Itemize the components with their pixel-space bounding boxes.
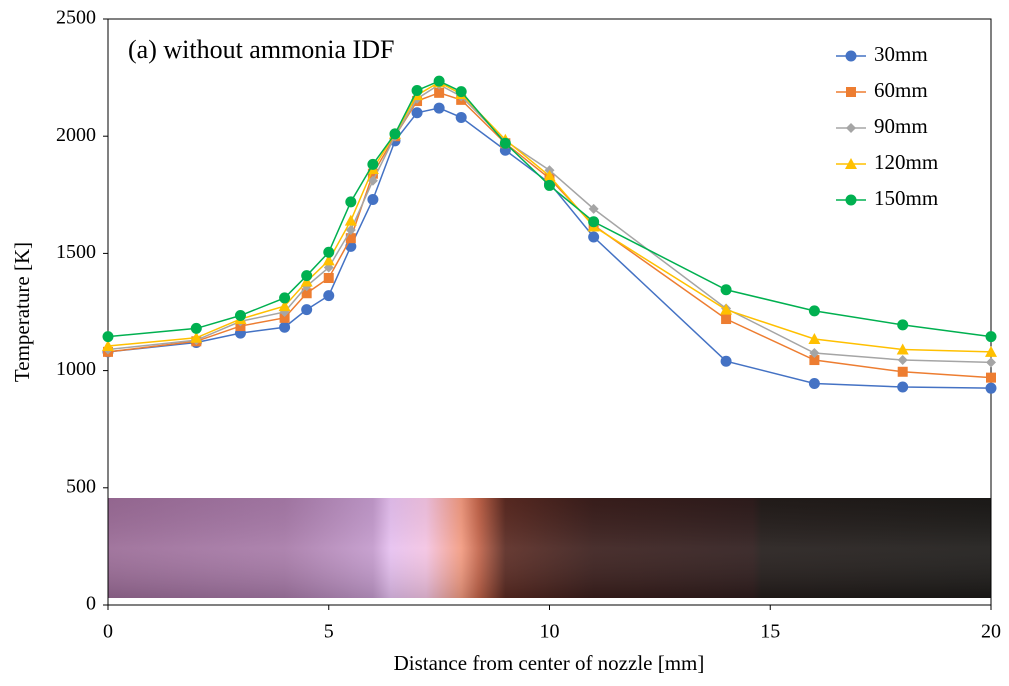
marker	[434, 87, 445, 98]
marker	[323, 273, 334, 284]
marker	[301, 270, 313, 282]
marker	[367, 193, 379, 205]
marker	[808, 332, 821, 344]
marker	[279, 312, 290, 323]
annotation: (a) without ammonia IDF	[128, 35, 394, 64]
marker	[808, 377, 820, 389]
marker	[322, 254, 335, 266]
marker	[721, 314, 732, 325]
marker	[455, 111, 467, 123]
marker	[344, 214, 357, 226]
marker	[278, 300, 291, 312]
marker	[985, 331, 997, 343]
marker	[345, 233, 356, 244]
marker	[499, 137, 511, 149]
series-line	[107, 107, 992, 389]
marker	[897, 319, 909, 331]
legend-label: 30mm	[874, 42, 928, 66]
marker	[455, 86, 467, 98]
legend-label: 120mm	[874, 150, 938, 174]
marker	[301, 304, 313, 316]
legend-marker	[845, 50, 857, 62]
y-tick-label: 1500	[56, 241, 96, 263]
marker	[190, 322, 202, 334]
marker	[323, 290, 335, 302]
x-tick-label: 0	[103, 621, 113, 643]
marker	[808, 305, 820, 317]
marker	[809, 355, 820, 366]
marker	[720, 303, 733, 315]
marker	[897, 381, 909, 393]
marker	[897, 366, 908, 377]
y-tick-label: 0	[86, 593, 96, 615]
y-tick-label: 2000	[56, 124, 96, 146]
marker	[588, 216, 600, 228]
marker	[234, 310, 246, 322]
marker	[588, 231, 600, 243]
y-tick-label: 2500	[56, 7, 96, 29]
marker	[102, 339, 114, 351]
series	[103, 87, 996, 383]
marker	[411, 84, 423, 96]
marker	[345, 196, 357, 208]
marker	[985, 382, 997, 394]
legend-marker	[846, 87, 856, 97]
marker	[301, 288, 312, 299]
x-tick-label: 15	[760, 621, 780, 643]
marker	[433, 75, 445, 87]
marker	[411, 107, 423, 119]
series	[102, 102, 997, 394]
series-line	[107, 80, 992, 338]
legend-marker	[846, 123, 856, 133]
flame-photo-shade	[108, 498, 991, 598]
marker	[102, 331, 114, 343]
legend-label: 60mm	[874, 78, 928, 102]
legend-label: 150mm	[874, 186, 938, 210]
x-axis-label: Distance from center of nozzle [mm]	[394, 651, 705, 675]
marker	[190, 331, 203, 343]
y-tick-label: 1000	[56, 358, 96, 380]
x-tick-label: 10	[540, 621, 560, 643]
legend-marker	[845, 194, 857, 206]
series	[102, 75, 997, 343]
x-tick-label: 20	[981, 621, 1001, 643]
marker	[720, 284, 732, 296]
marker	[897, 355, 908, 366]
marker	[985, 345, 997, 357]
marker	[279, 292, 291, 304]
marker	[986, 357, 996, 368]
x-tick-label: 5	[324, 621, 334, 643]
marker	[544, 179, 555, 191]
marker	[279, 321, 291, 333]
marker	[345, 224, 356, 235]
marker	[367, 158, 379, 170]
marker	[323, 246, 335, 258]
marker	[588, 203, 599, 214]
marker	[986, 372, 996, 383]
marker	[389, 128, 401, 140]
marker	[809, 348, 820, 359]
marker	[543, 170, 556, 182]
marker	[433, 102, 445, 114]
legend-label: 90mm	[874, 114, 928, 138]
plot-area	[102, 75, 997, 394]
marker	[367, 175, 378, 186]
marker	[896, 343, 909, 355]
marker	[720, 355, 732, 367]
legend-marker	[845, 158, 857, 169]
y-axis-label: Temperature [K]	[10, 242, 34, 382]
y-tick-label: 500	[66, 475, 96, 497]
